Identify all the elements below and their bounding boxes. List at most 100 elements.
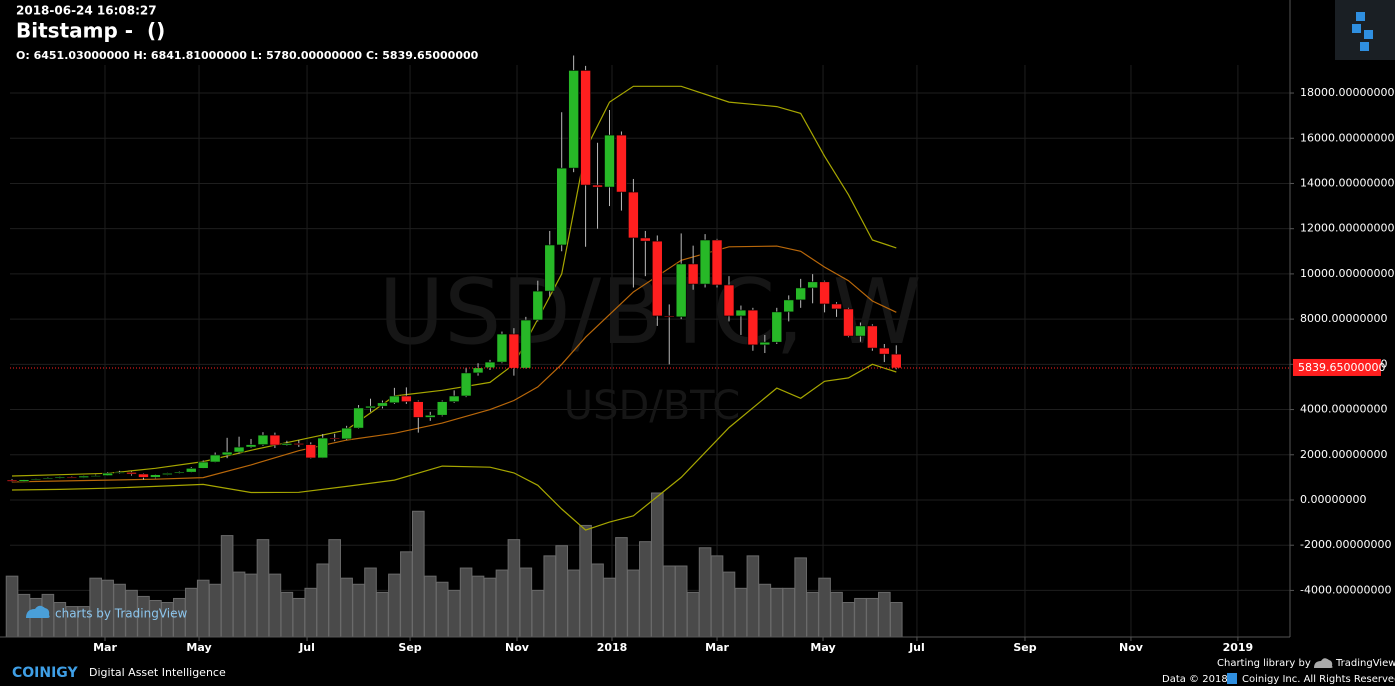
tagline: Digital Asset Intelligence (89, 666, 226, 679)
candle-body (520, 319, 532, 369)
volume-bar (842, 602, 855, 638)
x-tick-label: Mar (93, 641, 117, 654)
candle-body (807, 281, 818, 289)
volume-bar (316, 563, 330, 638)
volume-bar (591, 563, 604, 638)
candle-body (687, 263, 699, 285)
x-tick-label: Jul (908, 641, 925, 654)
y-tick-label: 0.00000000 (1300, 493, 1366, 506)
y-tick-label: 2000.00000000 (1300, 448, 1387, 461)
candle-body (843, 308, 854, 337)
volume-bar (340, 577, 353, 638)
volume-bar (579, 524, 592, 638)
volume-bar (447, 589, 461, 638)
logo (1335, 0, 1395, 60)
volume-bar (196, 579, 210, 638)
library-name[interactable]: TradingView (1335, 658, 1395, 669)
candle-body (544, 244, 556, 292)
chart-title: Bitstamp - () (16, 19, 165, 43)
volume-bar (782, 587, 796, 638)
band-line (11, 363, 897, 531)
candle-body (341, 427, 352, 440)
tv-attribution[interactable]: charts by TradingView (26, 605, 187, 621)
candle-body (209, 454, 221, 463)
y-tick-label: 18000.00000000 (1300, 86, 1394, 99)
candle-body (317, 437, 329, 459)
x-tick-label: Nov (1119, 641, 1144, 654)
candle-body (556, 167, 567, 246)
volume-bar (423, 575, 437, 638)
plot (5, 55, 1290, 638)
volume-bar (567, 569, 580, 638)
volume-bar (794, 557, 807, 638)
x-tick-label: May (186, 641, 211, 654)
candle-body (424, 414, 436, 418)
candle-body (257, 434, 269, 445)
volume-bar (555, 545, 568, 638)
rights: Coinigy Inc. All Rights Reserved. (1242, 674, 1395, 685)
volume-bar (639, 541, 652, 638)
x-tick-label: Sep (398, 641, 421, 654)
candle-body (353, 407, 364, 429)
volume-bar (698, 547, 712, 638)
volume-bar (830, 591, 843, 638)
candle-body (174, 471, 185, 474)
volume-bar (854, 597, 867, 638)
volume-bar (400, 551, 413, 638)
attribution[interactable]: charts by TradingView (55, 607, 187, 621)
watermark-sub: USD/BTC (564, 383, 740, 429)
candle-body (365, 405, 376, 409)
volume-bar (734, 587, 748, 638)
volume-bar (412, 510, 425, 638)
candle-body (185, 468, 197, 473)
ohlc-value: 5780.00000000 (266, 49, 362, 62)
candle-body (795, 287, 806, 301)
ohlc-value: 5839.65000000 (382, 49, 478, 62)
candle-body (138, 473, 149, 478)
candle-body (735, 309, 747, 317)
volume-bar (507, 539, 521, 638)
volume-bar (627, 569, 640, 638)
candle-body (126, 472, 137, 475)
ohlc-label: H: (133, 49, 147, 62)
band-line (11, 245, 897, 483)
volume-bar (674, 565, 688, 638)
candle-body (281, 443, 293, 446)
volume-bar (5, 575, 19, 638)
candle-body (592, 184, 603, 188)
volume-bar (746, 555, 760, 638)
candle-body (831, 303, 842, 310)
candle-body (580, 70, 591, 186)
candle-body (102, 472, 113, 476)
volume-bar (388, 573, 401, 638)
ohlc-label: L: (251, 49, 262, 62)
volume-bar (435, 581, 449, 638)
volume-bar (889, 602, 903, 638)
data-credit: Data © 2018 (1162, 674, 1228, 685)
candle-body (663, 315, 675, 318)
volume-bar (220, 535, 234, 638)
grid (10, 65, 1290, 637)
candle-body (114, 472, 125, 474)
volume-bar (364, 567, 377, 638)
volume-bar (758, 583, 772, 638)
volume-bar (292, 597, 306, 638)
volume-bar (352, 583, 365, 638)
candle-body (54, 476, 66, 479)
candle-body (460, 372, 472, 397)
candle-body (269, 434, 281, 446)
candle-body (640, 237, 651, 242)
candle-body (819, 281, 830, 305)
candle-body (233, 446, 245, 453)
candle-body (293, 443, 305, 445)
candle-body (616, 134, 627, 193)
candle-body (747, 309, 759, 346)
y-tick-label: 10000.00000000 (1300, 267, 1394, 280)
x-tick-label: 2019 (1223, 641, 1254, 654)
candle-body (604, 134, 615, 188)
volume-bar (531, 589, 545, 638)
candle-body (6, 479, 18, 482)
candle-body (890, 353, 902, 369)
volume-bar (710, 555, 724, 638)
